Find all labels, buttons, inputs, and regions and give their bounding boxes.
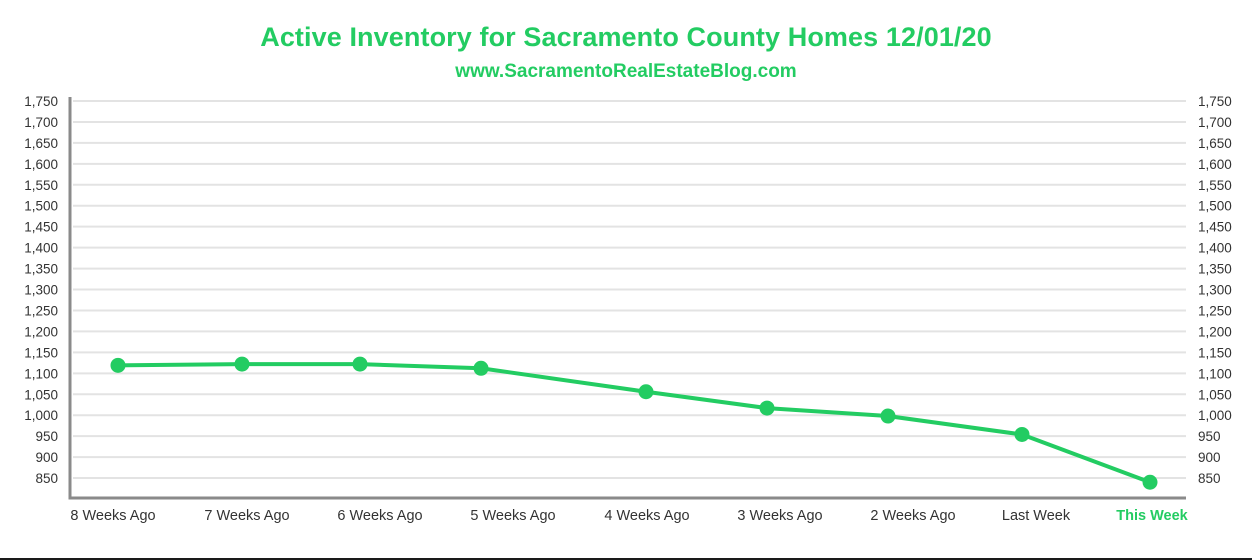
y-tick-label-right: 1,050 [1198, 387, 1232, 402]
y-tick-label-right: 1,000 [1198, 408, 1232, 423]
gridlines [73, 100, 1186, 480]
x-tick-label: 3 Weeks Ago [737, 508, 822, 524]
data-point [759, 400, 775, 416]
y-tick-label-left: 1,500 [24, 199, 58, 214]
x-tick-label: 4 Weeks Ago [604, 508, 689, 524]
x-tick-label: 8 Weeks Ago [70, 508, 155, 524]
series-active-inventory [110, 356, 1158, 490]
axes [68, 97, 1186, 500]
x-tick-label: 7 Weeks Ago [204, 508, 289, 524]
y-tick-label-left: 1,250 [24, 303, 58, 318]
data-point [110, 357, 126, 373]
y-tick-label-left: 850 [35, 471, 58, 486]
y-tick-label-left: 1,200 [24, 324, 58, 339]
y-tick-label-right: 1,150 [1198, 345, 1232, 360]
series-line [117, 362, 1151, 485]
x-tick-label: Last Week [1002, 508, 1071, 524]
data-point [352, 356, 368, 372]
y-tick-label-left: 1,650 [24, 136, 58, 151]
y-tick-label-left: 1,700 [24, 115, 58, 130]
y-tick-label-right: 1,550 [1198, 178, 1232, 193]
y-tick-label-right: 950 [1198, 429, 1221, 444]
y-tick-label-right: 1,250 [1198, 303, 1232, 318]
y-tick-label-right: 1,650 [1198, 136, 1232, 151]
y-tick-label-right: 1,600 [1198, 157, 1232, 172]
data-point [1142, 474, 1158, 490]
y-tick-label-right: 1,100 [1198, 366, 1232, 381]
y-tick-label-left: 900 [35, 450, 58, 465]
y-tick-label-left: 1,750 [24, 94, 58, 109]
y-tick-label-right: 1,350 [1198, 262, 1232, 277]
y-tick-label-right: 1,200 [1198, 324, 1232, 339]
x-axis-labels: 8 Weeks Ago 7 Weeks Ago 6 Weeks Ago 5 Weeks… [70, 508, 1188, 524]
y-tick-label-left: 1,350 [24, 262, 58, 277]
data-point [473, 360, 489, 376]
chart-subtitle: www.SacramentoRealEstateBlog.com [455, 61, 797, 82]
y-tick-label-right: 850 [1198, 471, 1221, 486]
y-tick-label-left: 1,600 [24, 157, 58, 172]
y-tick-label-left: 1,450 [24, 220, 58, 235]
y-tick-label-right: 1,400 [1198, 241, 1232, 256]
y-axis-left-labels: 850 900 950 1,000 1,050 1,100 1,150 1,200 1,250 1… [24, 94, 58, 486]
x-tick-label: 2 Weeks Ago [870, 508, 955, 524]
y-tick-label-left: 1,150 [24, 345, 58, 360]
x-tick-label: 5 Weeks Ago [470, 508, 555, 524]
data-point [638, 384, 654, 400]
chart-title: Active Inventory for Sacramento County H… [260, 22, 992, 52]
y-tick-label-right: 1,450 [1198, 220, 1232, 235]
y-tick-label-left: 1,100 [24, 366, 58, 381]
y-tick-label-right: 900 [1198, 450, 1221, 465]
y-tick-label-right: 1,500 [1198, 199, 1232, 214]
data-point [880, 408, 896, 424]
y-tick-label-left: 1,300 [24, 283, 58, 298]
y-axis-right-labels: 850 900 950 1,000 1,050 1,100 1,150 1,200 1,250 1… [1198, 94, 1232, 486]
y-tick-label-left: 1,000 [24, 408, 58, 423]
y-tick-label-right: 1,300 [1198, 283, 1232, 298]
data-point [234, 356, 250, 372]
y-tick-label-right: 1,700 [1198, 115, 1232, 130]
x-tick-label: 6 Weeks Ago [337, 508, 422, 524]
y-tick-label-left: 1,050 [24, 387, 58, 402]
y-tick-label-left: 1,550 [24, 178, 58, 193]
x-tick-label: This Week [1116, 508, 1188, 524]
y-tick-label-left: 950 [35, 429, 58, 444]
y-tick-label-left: 1,400 [24, 241, 58, 256]
y-tick-label-right: 1,750 [1198, 94, 1232, 109]
bottom-border [0, 558, 1252, 560]
data-point [1014, 426, 1030, 442]
